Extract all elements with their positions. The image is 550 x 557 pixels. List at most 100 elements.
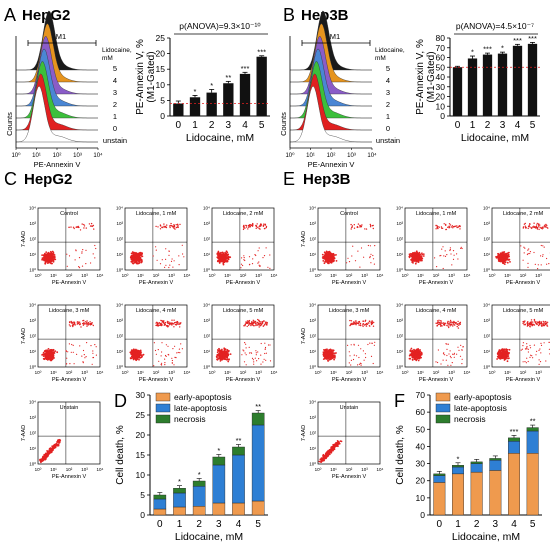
dot [540,264,542,266]
dot [224,358,227,360]
dotplot-x-tick-label: 10⁰ [402,370,409,375]
dot [445,223,447,226]
dotplot-x-tick-label: 10³ [81,370,88,375]
dot [49,250,52,253]
dot [69,325,72,327]
dot [456,323,459,325]
histogram-legend-2: 2 [113,100,117,109]
dotplot: Lidocaine, 2 mM10⁰10⁰10¹10¹10²10²10³10³1… [483,206,550,286]
dotplot-y-tick-label: 10⁰ [29,462,36,467]
dot [227,256,230,259]
dot [416,256,419,259]
dot [82,323,85,325]
dot [257,250,259,252]
dot [536,323,539,325]
dot [252,359,254,361]
dot [460,246,462,248]
dot [507,252,509,255]
dot [133,262,136,264]
dot [533,318,536,321]
dotplot-y-tick-label: 10¹ [116,252,123,257]
dot [365,228,368,230]
dot [49,351,52,354]
dot [133,257,135,259]
dot [259,325,262,327]
dot [449,224,452,226]
dot [532,323,534,325]
dot [161,321,163,323]
dot [222,255,225,257]
dot [416,259,419,262]
dot [52,349,55,352]
dot [259,265,261,267]
histogram-x-label: PE-Annexin V [34,160,81,169]
dotplot-x-tick-label: 10² [433,370,440,375]
dot [176,322,178,324]
dot [445,343,447,345]
dot [448,326,450,329]
dot [413,258,416,260]
dot [329,260,332,262]
dotplot-x-tick-label: 10⁴ [97,467,104,472]
dot [329,351,331,353]
dot [529,324,532,326]
dot [537,264,539,266]
dot [408,256,411,259]
dot [529,347,532,349]
dot [138,358,140,361]
dot [449,319,452,322]
dot [84,321,87,323]
dot [44,350,47,353]
dot [90,262,92,264]
dot [370,253,372,255]
dotplot-x-tick-label: 10³ [168,273,175,278]
dotplot-x-tick-label: 10² [66,467,73,472]
dot [449,321,451,323]
dot [218,259,221,262]
gate-label: M1 [56,32,66,41]
dot [69,363,71,365]
dot [326,261,329,264]
dot [49,349,52,352]
dotplot-title: Control [60,211,78,217]
dot [417,359,420,362]
dot [129,357,132,359]
dot [266,321,268,323]
histogram-legend-5: 5 [113,64,117,73]
dotplot-y-tick-label: 10⁴ [29,206,36,211]
dot [448,227,450,229]
dot [132,355,135,358]
dot [329,255,331,258]
dot [224,253,227,256]
dot [499,260,502,263]
dot [524,323,527,325]
dot [85,321,88,323]
dot [45,261,47,263]
dot [66,363,68,365]
dot [528,322,530,325]
dot [325,250,328,253]
dot [219,257,222,260]
dot [524,247,526,249]
dot [523,320,525,323]
dot [456,325,458,328]
dot [324,353,327,355]
dot [264,352,266,355]
dot [181,244,183,246]
dotplot-y-tick-label: 10³ [29,221,36,226]
dot [171,319,173,321]
dot [136,253,138,256]
dot [173,322,176,324]
dot [501,348,504,351]
dot [88,323,90,325]
dotplot: Lidocaine, 4 mM10⁰10⁰10¹10¹10²10²10³10³1… [116,303,190,384]
dot [354,260,357,262]
dot [449,355,451,357]
dot [505,349,508,352]
dot [220,260,223,263]
dot [540,352,542,354]
dotplot-y-tick-label: 10¹ [396,252,403,257]
dot [90,222,93,225]
dot [71,324,74,327]
dotplot-title: Lidocaine, 5 mM [503,308,544,314]
